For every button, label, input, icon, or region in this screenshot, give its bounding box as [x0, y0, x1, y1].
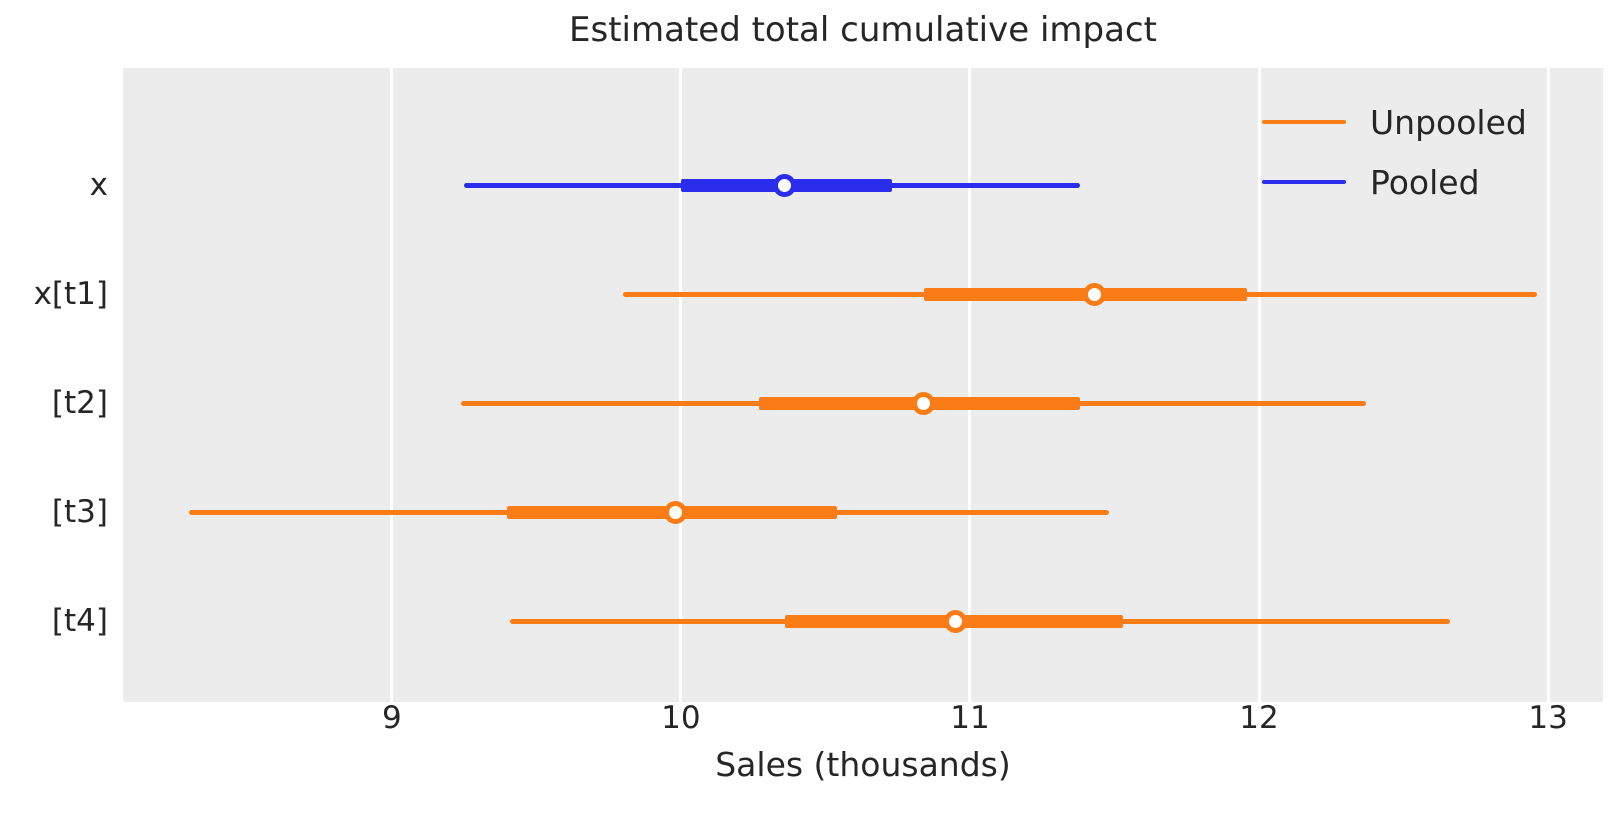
legend: Unpooled Pooled — [1262, 96, 1527, 208]
x-tick-label: 13 — [1528, 700, 1568, 736]
gridline — [390, 68, 394, 702]
x-tick-label: 10 — [661, 700, 701, 736]
plot-area — [123, 68, 1603, 702]
y-tick-label: [t3] — [51, 494, 108, 530]
x-tick-label: 9 — [381, 700, 402, 736]
y-tick-label: [t2] — [51, 385, 108, 421]
gridline — [1546, 68, 1550, 702]
legend-line-icon — [1262, 179, 1346, 185]
median-marker — [663, 500, 687, 524]
median-marker — [912, 391, 936, 415]
chart-title: Estimated total cumulative impact — [569, 10, 1157, 50]
legend-item: Pooled — [1262, 156, 1527, 208]
median-marker — [773, 173, 797, 197]
y-tick-label: [t4] — [51, 603, 108, 639]
median-marker — [944, 609, 967, 633]
x-tick-label: 12 — [1239, 700, 1279, 736]
legend-label: Pooled — [1370, 162, 1480, 202]
median-marker — [1082, 282, 1106, 306]
legend-label: Unpooled — [1370, 102, 1527, 142]
legend-line-icon — [1262, 119, 1346, 125]
legend-item: Unpooled — [1262, 96, 1527, 148]
gridline — [679, 68, 683, 702]
y-tick-label: x[t1] — [33, 276, 108, 312]
x-tick-label: 11 — [950, 700, 990, 736]
x-axis-label: Sales (thousands) — [715, 745, 1011, 784]
gridline — [1257, 68, 1261, 702]
y-tick-label: x — [89, 167, 108, 203]
gridline — [968, 68, 972, 702]
